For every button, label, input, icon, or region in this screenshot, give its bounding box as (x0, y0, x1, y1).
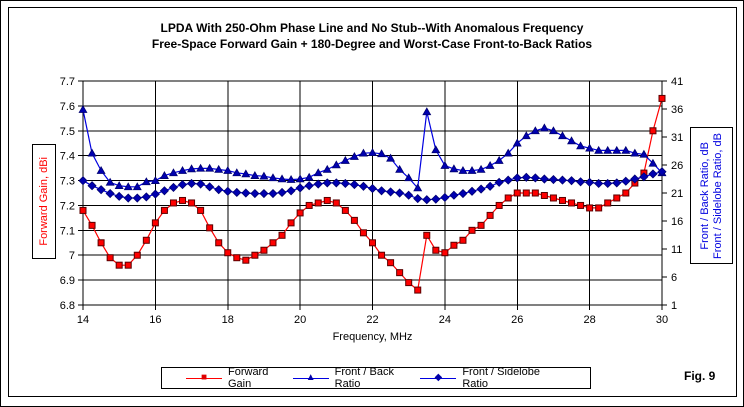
right-axis-label-line1: Front / Back Ratio, dB (698, 141, 711, 250)
svg-text:31: 31 (671, 132, 683, 144)
x-axis-label: Frequency, MHz (332, 331, 413, 343)
front-back-marker-icon: ▲ (292, 372, 329, 384)
svg-text:24: 24 (439, 314, 451, 326)
legend-label: Forward Gain (228, 366, 269, 390)
svg-text:16: 16 (671, 216, 683, 228)
chart-title-line1: LPDA With 250-Ohm Phase Line and No Stub… (160, 21, 584, 35)
legend-item-forward-gain: ■ Forward Gain (186, 366, 293, 390)
legend: ■ Forward Gain ▲ Front / Back Ratio ◆ Fr… (161, 366, 591, 390)
figure-number: Fig. 9 (684, 369, 716, 383)
svg-text:22: 22 (366, 314, 378, 326)
svg-text:26: 26 (511, 314, 523, 326)
legend-item-front-back-ratio: ▲ Front / Back Ratio (292, 366, 421, 390)
svg-text:6: 6 (671, 272, 677, 284)
svg-text:20: 20 (294, 314, 306, 326)
svg-text:11: 11 (671, 244, 682, 256)
svg-text:7.5: 7.5 (60, 126, 75, 138)
svg-text:7: 7 (69, 250, 75, 262)
svg-text:1: 1 (671, 300, 677, 312)
legend-item-front-sidelobe-ratio: ◆ Front / Sidelobe Ratio (420, 366, 566, 390)
chart-title-line2: Free-Space Forward Gain + 180-Degree and… (151, 37, 593, 51)
svg-text:18: 18 (222, 314, 234, 326)
svg-text:14: 14 (77, 314, 89, 326)
legend-label: Front / Sidelobe Ratio (462, 366, 540, 390)
chart-title: LPDA With 250-Ohm Phase Line and No Stub… (0, 20, 744, 52)
right-axis-label-line2: Front / Sidelobe Ratio, dB (711, 132, 724, 259)
svg-text:21: 21 (671, 188, 683, 200)
svg-text:6.9: 6.9 (60, 275, 75, 287)
left-axis-label: Forward Gain, dBi (38, 157, 50, 246)
forward-gain-marker-icon: ■ (186, 372, 222, 384)
svg-text:7.7: 7.7 (60, 76, 75, 88)
svg-text:41: 41 (671, 76, 683, 88)
right-axis-label-box: Front / Back Ratio, dB Front / Sidelobe … (690, 127, 733, 264)
svg-text:7.2: 7.2 (60, 200, 75, 212)
svg-text:7.4: 7.4 (60, 151, 75, 163)
legend-label: Front / Back Ratio (334, 366, 394, 390)
left-axis-label-box: Forward Gain, dBi (32, 144, 56, 259)
svg-text:7.6: 7.6 (60, 101, 75, 113)
front-sidelobe-marker-icon: ◆ (420, 372, 457, 384)
svg-text:36: 36 (671, 104, 683, 116)
svg-text:30: 30 (656, 314, 668, 326)
svg-text:16: 16 (149, 314, 161, 326)
svg-text:26: 26 (671, 160, 683, 172)
figure-frame (8, 7, 737, 397)
svg-text:7.3: 7.3 (60, 176, 75, 188)
svg-text:28: 28 (584, 314, 596, 326)
svg-text:6.8: 6.8 (60, 300, 75, 312)
svg-text:7.1: 7.1 (60, 225, 75, 237)
